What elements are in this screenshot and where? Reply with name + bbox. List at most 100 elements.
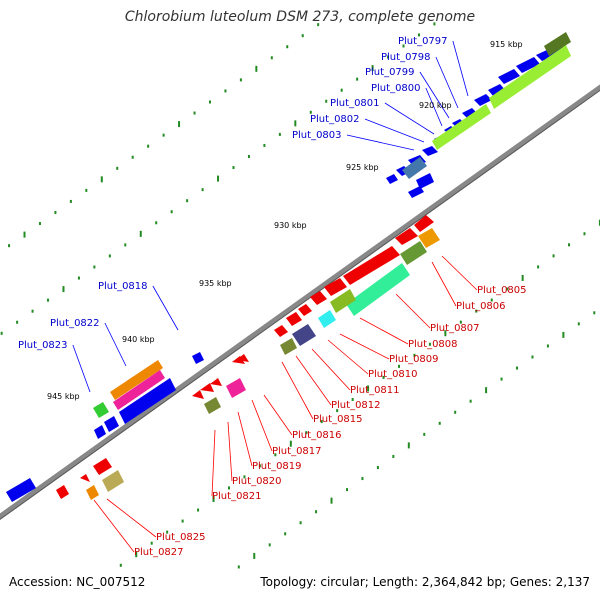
gene-feature[interactable]	[402, 157, 427, 179]
leader-line	[311, 348, 351, 391]
gene-label[interactable]: Plut_0823	[18, 340, 68, 351]
ring-tick	[38, 222, 41, 226]
gene-feature[interactable]	[498, 69, 520, 84]
ring-tick	[124, 243, 127, 247]
gene-feature[interactable]	[400, 241, 427, 265]
gene-feature[interactable]	[204, 397, 221, 414]
gene-label[interactable]: Plut_0816	[292, 430, 342, 441]
ring-tick	[186, 199, 189, 203]
ring-tick	[255, 65, 258, 72]
gene-feature[interactable]	[318, 310, 336, 328]
gene-feature[interactable]	[414, 215, 434, 232]
gene-feature[interactable]	[86, 485, 99, 500]
gene-label[interactable]: Plut_0827	[134, 547, 184, 558]
gene-feature[interactable]	[395, 228, 418, 245]
ring-tick	[367, 385, 370, 392]
leader-line	[106, 498, 157, 538]
gene-label[interactable]: Plut_0810	[368, 369, 418, 380]
gene-feature[interactable]	[236, 354, 249, 362]
ring-tick	[193, 111, 196, 115]
ring-tick	[270, 56, 273, 60]
gene-feature[interactable]	[324, 278, 347, 296]
ring-tick	[417, 33, 420, 37]
gene-label[interactable]: Plut_0811	[350, 385, 400, 396]
gene-label[interactable]: Plut_0803	[292, 130, 342, 141]
gene-feature[interactable]	[113, 370, 165, 410]
gene-label[interactable]: Plut_0797	[398, 36, 448, 47]
gene-feature[interactable]	[110, 360, 163, 400]
gene-feature[interactable]	[56, 485, 69, 499]
genome-summary-text: Topology: circular; Length: 2,364,842 bp…	[260, 575, 590, 589]
gene-feature[interactable]	[488, 84, 506, 97]
gene-feature[interactable]	[6, 478, 36, 502]
ring-tick	[212, 495, 215, 502]
ring-tick	[500, 377, 503, 381]
gene-label[interactable]: Plut_0798	[381, 52, 431, 63]
gene-feature[interactable]	[462, 108, 478, 119]
gene-label[interactable]: Plut_0801	[330, 98, 380, 109]
ring-tick	[139, 230, 142, 237]
gene-feature[interactable]	[192, 352, 204, 364]
gene-feature[interactable]	[93, 402, 109, 418]
gene-feature[interactable]	[226, 378, 246, 398]
gene-label[interactable]: Plut_0802	[310, 114, 360, 125]
gene-feature[interactable]	[102, 470, 124, 492]
gene-feature[interactable]	[408, 186, 424, 198]
gene-feature[interactable]	[80, 474, 90, 482]
gene-feature[interactable]	[386, 174, 398, 184]
ring-tick	[54, 210, 57, 214]
gene-feature[interactable]	[330, 289, 356, 313]
gene-feature[interactable]	[489, 45, 571, 109]
gene-feature[interactable]	[422, 146, 438, 156]
gene-label[interactable]: Plut_0825	[156, 532, 206, 543]
gene-feature[interactable]	[119, 378, 176, 424]
ring-tick	[387, 55, 390, 59]
gene-label[interactable]: Plut_0812	[331, 400, 381, 411]
gene-feature[interactable]	[192, 390, 204, 399]
gene-feature[interactable]	[516, 57, 540, 73]
gene-feature[interactable]	[93, 458, 112, 475]
gene-label[interactable]: Plut_0818	[98, 281, 148, 292]
gene-feature[interactable]	[544, 32, 571, 56]
gene-feature[interactable]	[346, 263, 410, 316]
gene-feature[interactable]	[343, 246, 400, 285]
gene-label[interactable]: Plut_0806	[456, 301, 506, 312]
gene-feature[interactable]	[432, 104, 491, 150]
leader-line	[237, 411, 253, 467]
ring-tick	[485, 387, 488, 394]
ring-tick	[490, 298, 493, 302]
ring-tick	[423, 432, 426, 436]
gene-label[interactable]: Plut_0819	[252, 461, 302, 472]
gene-feature[interactable]	[280, 338, 297, 355]
gene-feature[interactable]	[210, 378, 222, 386]
gene-label[interactable]: Plut_0799	[365, 67, 415, 78]
gene-feature[interactable]	[200, 383, 214, 392]
ring-tick	[274, 453, 277, 457]
ring-tick	[170, 210, 173, 214]
gene-feature[interactable]	[104, 416, 119, 432]
gene-feature[interactable]	[474, 94, 492, 106]
gene-label[interactable]: Plut_0815	[313, 414, 363, 425]
ring-tick	[135, 551, 138, 558]
gene-feature[interactable]	[286, 312, 302, 326]
gene-feature[interactable]	[418, 228, 440, 248]
gene-feature[interactable]	[94, 425, 106, 439]
gene-label[interactable]: Plut_0800	[371, 83, 421, 94]
leader-line	[395, 293, 431, 329]
gene-feature[interactable]	[292, 324, 316, 346]
ring-tick	[454, 410, 457, 414]
gene-feature[interactable]	[310, 291, 327, 305]
ring-tick	[23, 231, 26, 238]
gene-feature[interactable]	[416, 173, 434, 189]
gene-label[interactable]: Plut_0808	[408, 339, 458, 350]
gene-label[interactable]: Plut_0821	[212, 491, 262, 502]
leader-line	[104, 322, 127, 367]
gene-label[interactable]: Plut_0817	[272, 446, 322, 457]
gene-feature[interactable]	[298, 304, 312, 316]
gene-label[interactable]: Plut_0820	[232, 476, 282, 487]
gene-feature[interactable]	[274, 325, 288, 337]
gene-label[interactable]: Plut_0807	[430, 323, 480, 334]
gene-label[interactable]: Plut_0809	[389, 354, 439, 365]
gene-label[interactable]: Plut_0822	[50, 318, 100, 329]
gene-label[interactable]: Plut_0805	[477, 285, 527, 296]
